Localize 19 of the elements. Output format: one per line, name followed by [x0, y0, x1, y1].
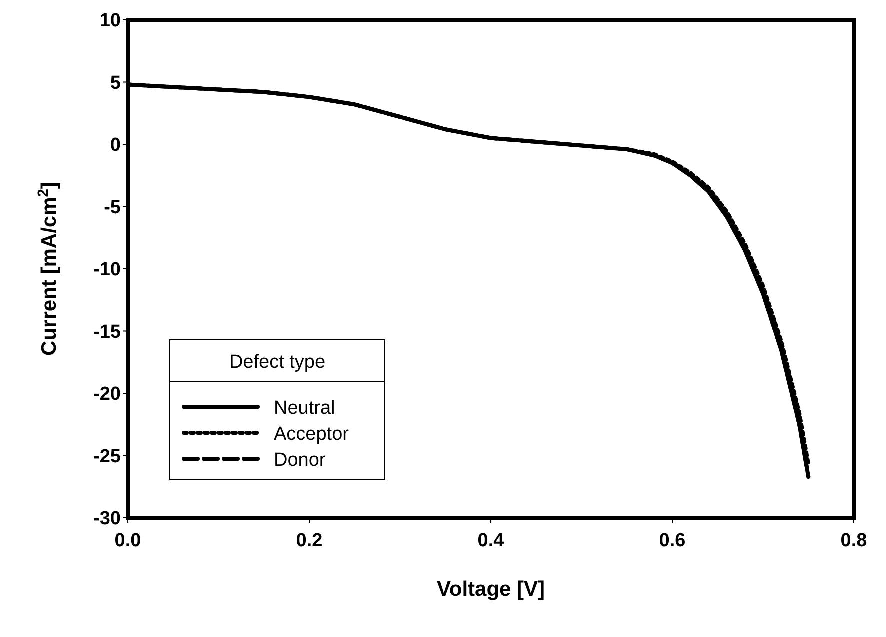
y-tick-label: 10	[100, 10, 121, 32]
y-tick-label: -5	[104, 197, 122, 218]
x-tick-label: 0.2	[296, 530, 323, 552]
x-tick-label: 0.4	[478, 530, 505, 552]
legend-label: Donor	[274, 450, 326, 471]
legend-label: Neutral	[274, 398, 336, 419]
y-tick-label: -20	[94, 384, 121, 406]
y-tick-label: -15	[94, 322, 122, 343]
legend-label: Acceptor	[274, 424, 350, 445]
y-tick-label: -30	[94, 508, 121, 530]
x-axis-title: Voltage [V]	[436, 578, 546, 601]
y-tick-label: 5	[110, 72, 122, 94]
y-tick-label: -10	[94, 260, 121, 281]
legend-title: Defect type	[229, 352, 326, 373]
x-tick-label: 0.8	[840, 530, 868, 552]
y-tick-label: -25	[94, 446, 122, 468]
y-tick-label: 0	[110, 135, 121, 156]
x-tick-label: 0.0	[114, 530, 142, 552]
x-tick-label: 0.6	[659, 530, 686, 552]
